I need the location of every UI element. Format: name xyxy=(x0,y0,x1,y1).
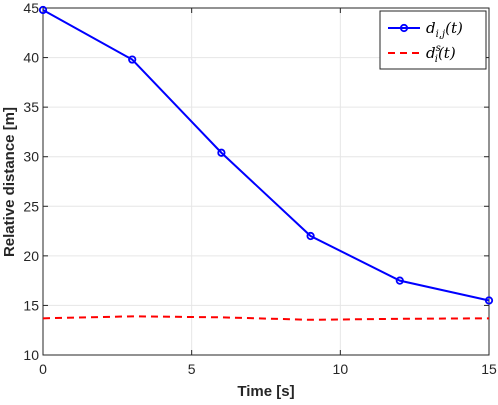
x-tick-label: 15 xyxy=(481,361,497,377)
y-tick-label: 30 xyxy=(23,149,39,165)
data-point xyxy=(306,231,315,241)
y-tick-label: 40 xyxy=(23,50,39,66)
legend-box xyxy=(379,10,487,70)
x-tick-label: 5 xyxy=(188,361,196,377)
y-tick-label: 15 xyxy=(23,297,39,313)
y-tick-label: 25 xyxy=(23,198,39,214)
series-line-1 xyxy=(42,9,490,302)
series-line-2 xyxy=(42,315,490,321)
y-ticks: 10 15 20 25 30 35 40 45 xyxy=(23,0,489,363)
data-point xyxy=(128,55,137,64)
y-axis-label: Relative distance [m] xyxy=(1,107,18,257)
legend-label-1: di,j(t) xyxy=(426,19,463,40)
data-point xyxy=(395,276,404,285)
y-tick-label: 20 xyxy=(23,248,39,264)
data-point xyxy=(484,296,494,305)
x-tick-label: 10 xyxy=(333,361,349,377)
legend-label-2: ds i(t) xyxy=(426,43,456,65)
data-point xyxy=(38,5,48,15)
legend: di,j(t) ds i(t) xyxy=(379,10,487,70)
x-ticks: 0 5 10 15 xyxy=(39,8,497,377)
plot-frame xyxy=(42,7,490,356)
series-layer xyxy=(38,5,494,321)
data-point xyxy=(217,148,226,157)
x-axis-label: Time [s] xyxy=(237,383,294,400)
legend-marker xyxy=(399,23,409,33)
y-tick-label: 10 xyxy=(23,347,39,363)
x-tick-label: 0 xyxy=(39,361,47,377)
plot-border xyxy=(42,7,490,356)
y-tick-label: 35 xyxy=(23,99,39,115)
y-tick-label: 45 xyxy=(23,0,39,16)
